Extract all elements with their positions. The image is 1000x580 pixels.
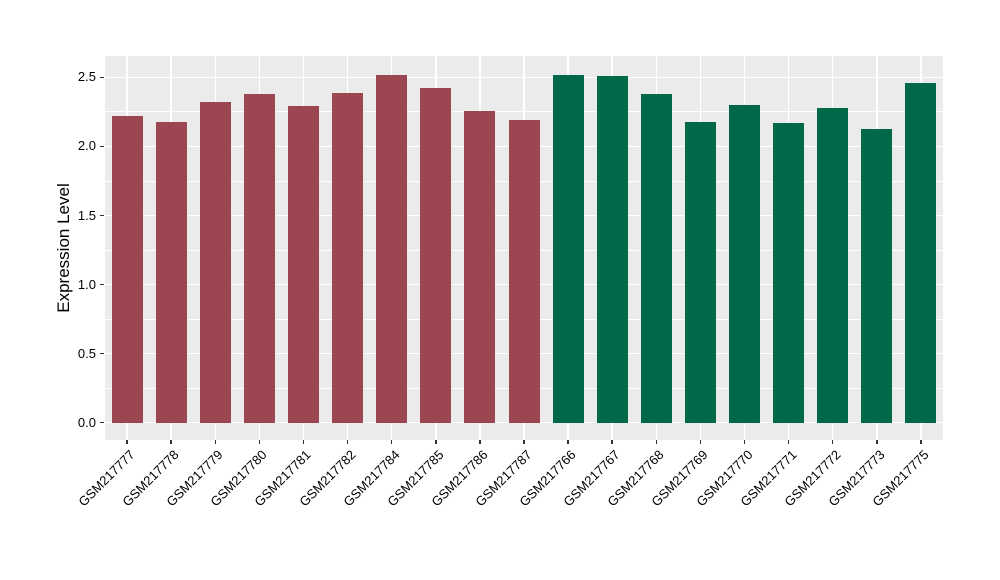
bar	[552, 74, 584, 423]
y-tick	[100, 352, 104, 355]
bar	[817, 107, 849, 423]
y-tick	[100, 145, 104, 148]
x-tick	[611, 440, 613, 444]
x-tick	[699, 440, 702, 444]
x-tick	[479, 440, 481, 444]
y-tick-label: 2.0	[77, 138, 96, 154]
x-tick	[302, 440, 305, 444]
bar	[464, 110, 496, 423]
plot-panel	[105, 56, 943, 440]
bar	[155, 121, 187, 423]
bar	[199, 102, 231, 423]
y-axis-title: Expression Level	[54, 183, 73, 313]
y-tick	[100, 76, 104, 79]
bar	[861, 128, 893, 423]
x-tick	[258, 440, 261, 444]
x-tick	[876, 440, 878, 444]
bar	[376, 74, 408, 423]
x-tick	[743, 440, 746, 444]
y-tick-label: 0.0	[77, 414, 96, 430]
bar	[596, 76, 628, 423]
y-tick-label: 2.5	[77, 69, 96, 85]
bar	[640, 93, 672, 423]
bar	[243, 93, 275, 423]
x-tick	[390, 440, 393, 444]
x-tick	[170, 440, 172, 444]
y-tick-label: 0.5	[77, 345, 96, 361]
bar	[332, 92, 364, 423]
x-tick	[126, 440, 128, 444]
y-tick	[100, 283, 104, 286]
bar	[111, 116, 143, 423]
x-tick	[435, 440, 437, 444]
bar	[773, 122, 805, 423]
x-tick	[214, 440, 216, 444]
y-tick	[100, 214, 104, 217]
y-tick-label: 1.0	[77, 276, 96, 292]
x-tick	[787, 440, 790, 444]
bar	[684, 121, 716, 423]
x-tick	[920, 440, 922, 444]
x-tick	[831, 440, 834, 444]
y-tick	[100, 421, 104, 424]
x-tick	[655, 440, 658, 444]
bar	[508, 120, 540, 423]
y-tick-label: 1.5	[77, 207, 96, 223]
bar	[287, 106, 319, 423]
x-tick	[523, 440, 525, 444]
bar	[905, 82, 937, 423]
x-tick	[346, 440, 349, 444]
bar	[729, 105, 761, 423]
x-tick	[567, 440, 569, 444]
bar	[420, 88, 452, 423]
